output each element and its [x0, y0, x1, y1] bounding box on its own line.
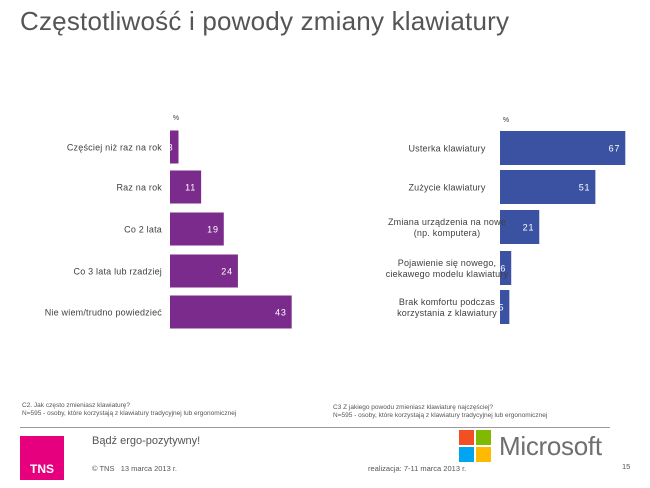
microsoft-windows-icon	[459, 430, 491, 462]
chart-right-value-label-2: 51	[579, 183, 591, 193]
chart-left-bar-4	[170, 254, 238, 288]
chart-left-category-label-5-line-1: Nie wiem/trudno powiedzieć	[45, 308, 163, 318]
chart-left-value-label-4: 24	[221, 267, 233, 277]
chart-right-unit-label: %	[503, 117, 509, 124]
chart-left-bar-5	[170, 295, 292, 329]
chart-right-value-label-4: 6	[500, 264, 506, 274]
chart-left-unit-label: %	[173, 115, 179, 122]
chart-right-bar-5	[500, 290, 510, 324]
question-note-left-line-1: C2. Jak często zmieniasz klawiaturę?	[22, 402, 131, 409]
chart-left-category-label-3-line-1: Co 2 lata	[124, 225, 162, 235]
chart-right-category-label-3: Zmiana urządzenia na nowe (np. komputera)	[388, 217, 506, 238]
chart-right-category-label-5: Brak komfortu podczas korzystania z klawi…	[397, 297, 497, 318]
chart-right-category-label-1: Usterka klawiatury	[408, 144, 485, 154]
chart-left-category-label-1-line-1: Częściej niż raz na rok	[67, 143, 162, 153]
question-note-right: C3 Z jakiego powodu zmieniasz klawiaturę…	[333, 404, 547, 420]
chart-right-category-label-5-line-2: korzystania z klawiatury	[397, 308, 497, 318]
page-number: 15	[622, 462, 631, 471]
microsoft-square-yellow	[476, 447, 491, 462]
chart-left-category-label-1: Częściej niż raz na rok	[67, 143, 162, 153]
footer-copyright: © TNS 13 marca 2013 r.	[92, 464, 178, 473]
chart-right-category-label-1-line-1: Usterka klawiatury	[408, 144, 485, 154]
chart-left-category-label-5: Nie wiem/trudno powiedzieć	[45, 308, 163, 318]
chart-right-bar-4	[500, 251, 512, 285]
chart-right-category-label-4-line-1: Pojawienie się nowego,	[398, 258, 496, 268]
chart-right-bar-1	[500, 131, 626, 165]
chart-left-category-label-4-line-1: Co 3 lata lub rzadziej	[74, 267, 162, 277]
microsoft-square-red	[459, 430, 474, 445]
chart-right-category-label-2-line-1: Zużycie klawiatury	[408, 183, 485, 193]
question-note-right-line-2: N=595 - osoby, które korzystają z klawia…	[333, 412, 548, 419]
chart-left-bar-2	[170, 170, 202, 204]
microsoft-square-green	[476, 430, 491, 445]
chart-left-value-label-5: 43	[275, 308, 287, 318]
slogan: Bądź ergo-pozytywny!	[92, 435, 201, 447]
microsoft-square-blue	[459, 447, 474, 462]
chart-left-category-label-2: Raz na rok	[116, 183, 162, 193]
question-note-left-line-2: N=595 - osoby, które korzystają z klawia…	[22, 410, 237, 417]
chart-left-value-label-3: 19	[207, 225, 219, 235]
footer-divider	[20, 427, 610, 428]
charts-area: % 3 Częściej niż raz na rok 11 Raz na rok 19 C…	[45, 115, 626, 329]
chart-right-value-label-1: 67	[609, 144, 621, 154]
question-note-right-line-1: C3 Z jakiego powodu zmieniasz klawiaturę…	[333, 404, 494, 411]
chart-left-bar-3	[170, 212, 224, 246]
question-note-left: C2. Jak często zmieniasz klawiaturę? N=5…	[22, 402, 236, 418]
chart-left-value-label-1: 3	[168, 143, 174, 153]
chart-right-bar-3	[500, 210, 540, 244]
chart-right-category-label-3-line-2: (np. komputera)	[414, 228, 481, 238]
chart-right-category-label-3-line-1: Zmiana urządzenia na nowe	[388, 217, 506, 227]
chart-left-category-label-3: Co 2 lata	[124, 225, 162, 235]
chart-left-bar-1	[170, 130, 179, 164]
chart-left-value-label-2: 11	[185, 183, 196, 193]
microsoft-logo: Microsoft	[459, 430, 602, 462]
chart-right-bar-2	[500, 170, 596, 204]
chart-left-category-label-2-line-1: Raz na rok	[116, 183, 162, 193]
microsoft-wordmark: Microsoft	[499, 430, 602, 461]
chart-left-category-label-4: Co 3 lata lub rzadziej	[74, 267, 162, 277]
footer-realization: realizacja: 7-11 marca 2013 r.	[368, 464, 467, 473]
chart-right-value-label-3: 21	[523, 223, 535, 233]
chart-right-value-label-5: 5	[499, 303, 505, 313]
tns-logo: TNS	[20, 436, 64, 480]
chart-right-category-label-2: Zużycie klawiatury	[408, 183, 485, 193]
chart-right-category-label-4: Pojawienie się nowego, ciekawego modelu k…	[386, 258, 509, 279]
page-title: Częstotliwość i powody zmiany klawiatury	[20, 6, 510, 36]
chart-right-category-label-4-line-2: ciekawego modelu klawiatury	[386, 269, 509, 279]
chart-right-category-label-5-line-1: Brak komfortu podczas	[399, 297, 496, 307]
